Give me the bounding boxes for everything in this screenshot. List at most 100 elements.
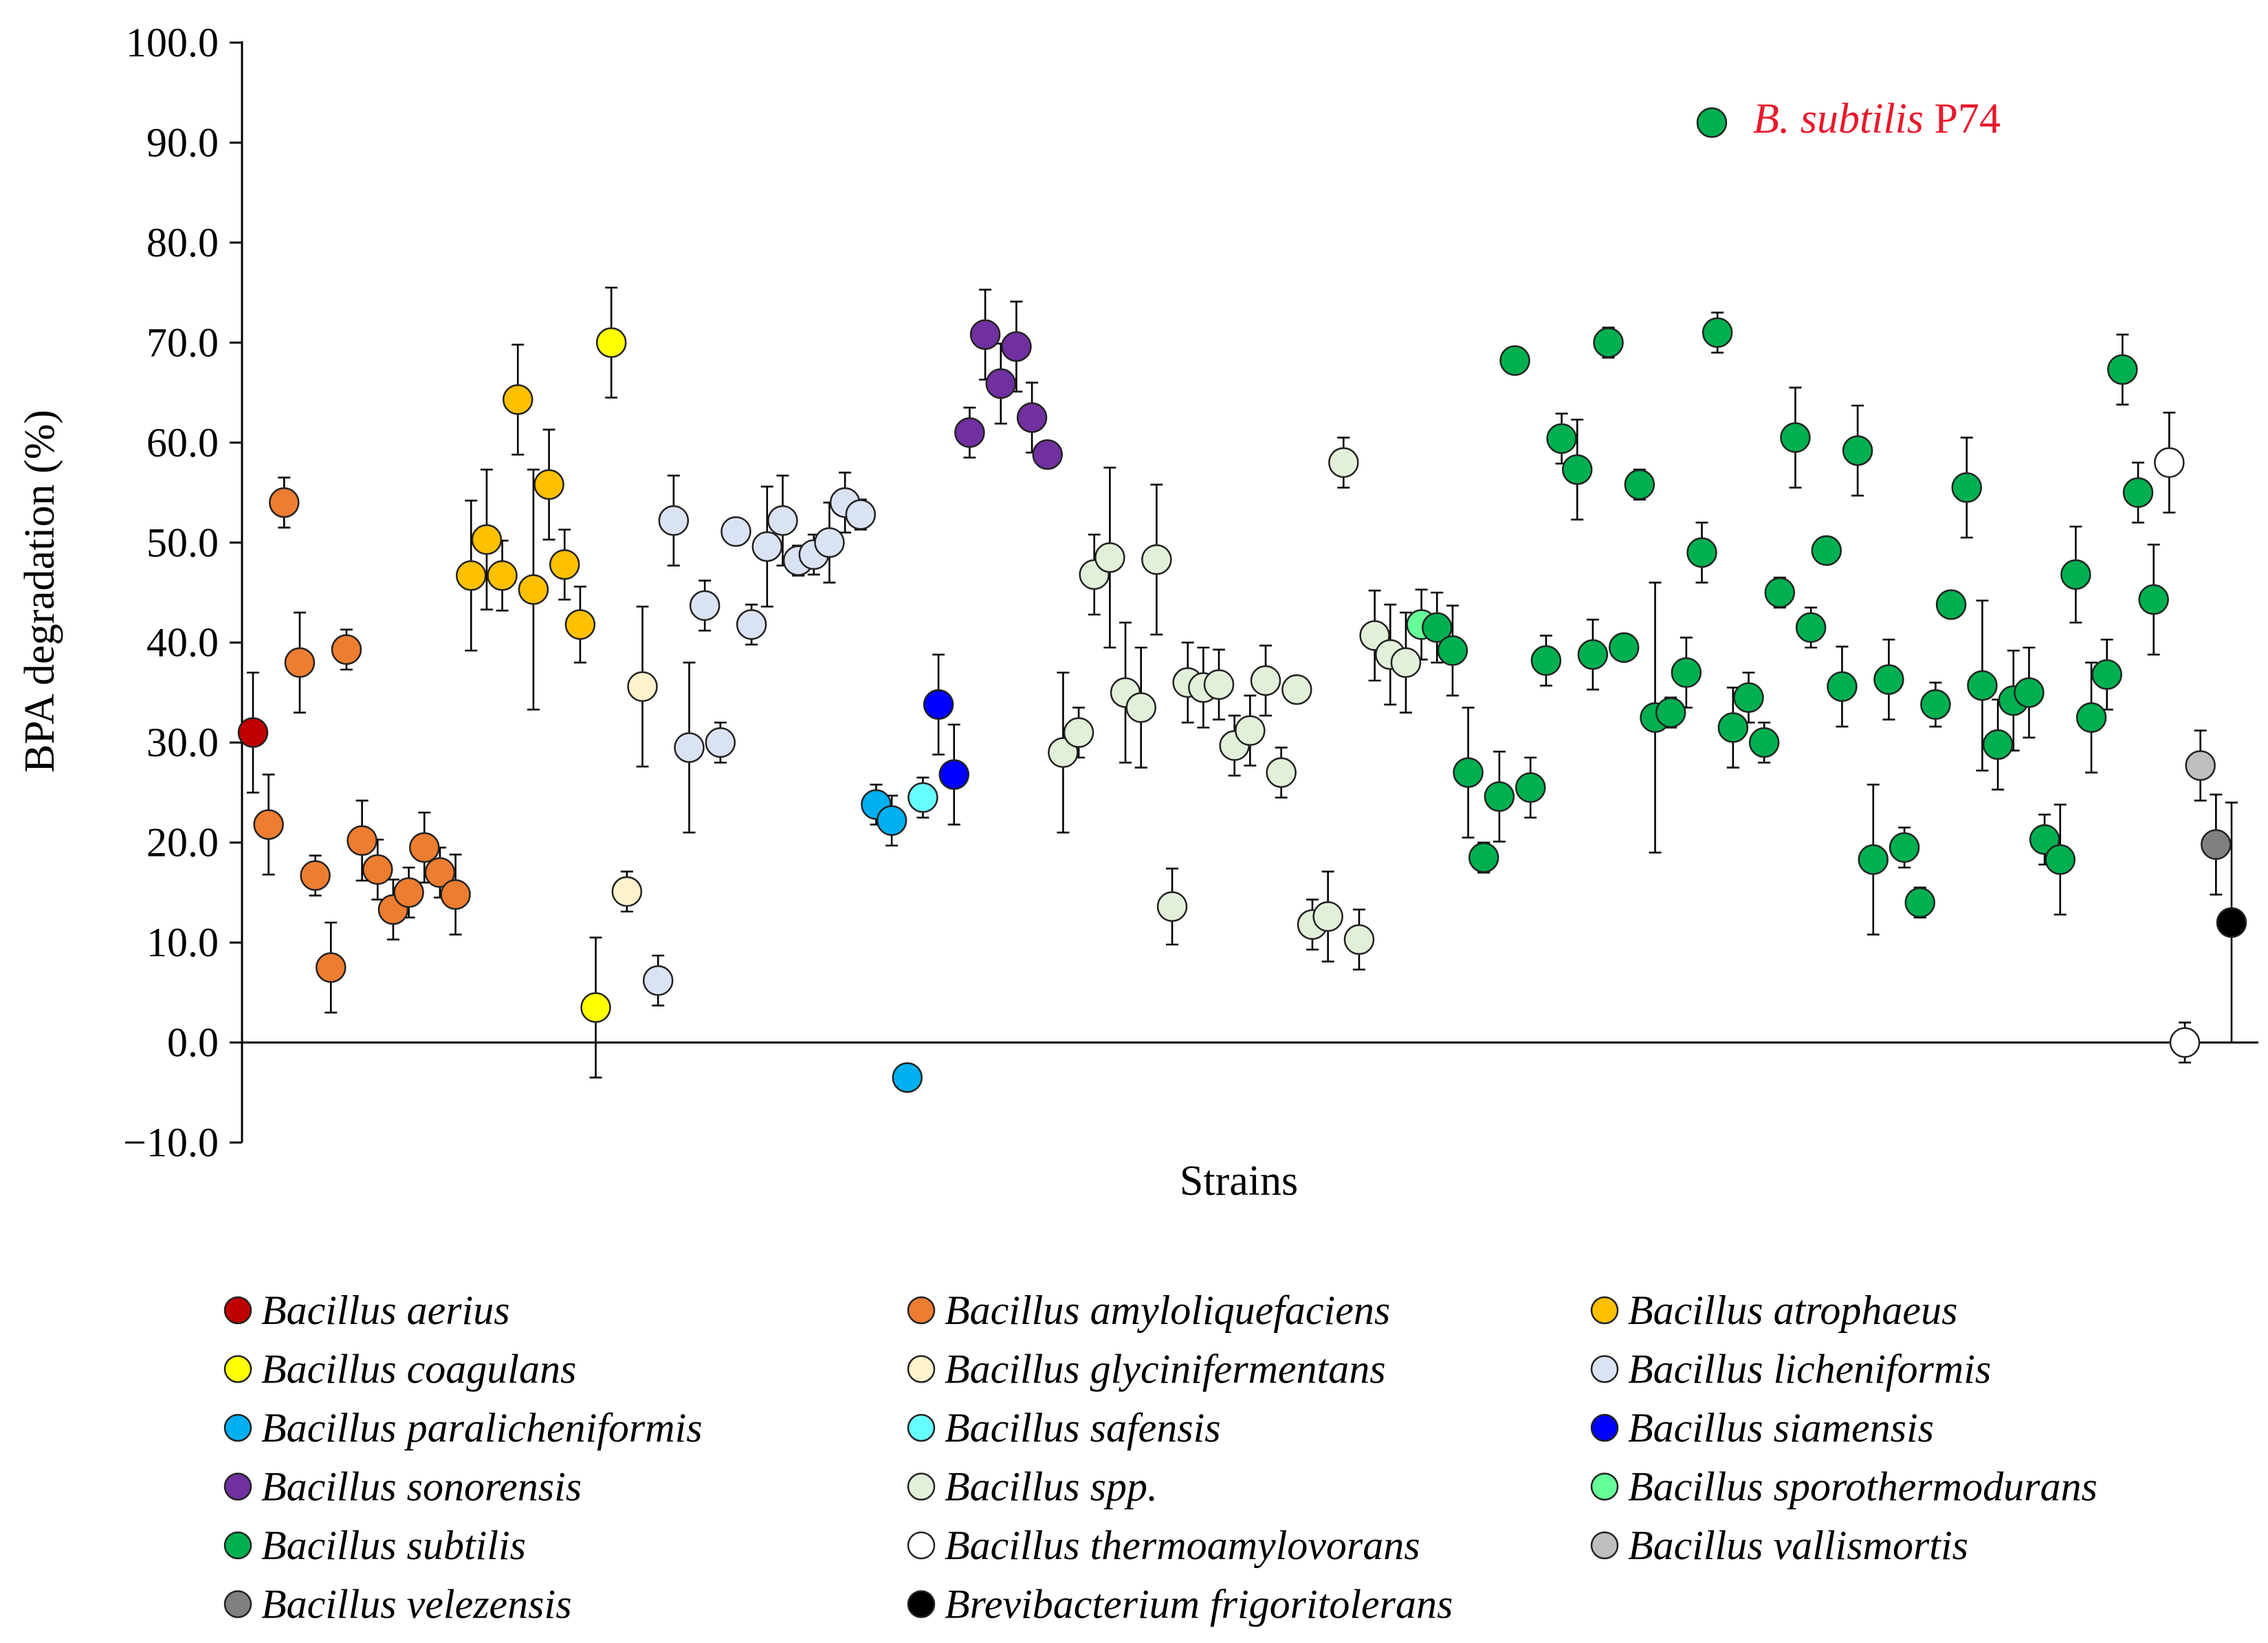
data-point [642, 965, 674, 996]
data-point [1967, 670, 1998, 701]
error-bars [247, 287, 2238, 1079]
data-point [751, 531, 783, 562]
legend-item: Bacillus sporothermodurans [1590, 1464, 2098, 1510]
data-point [1671, 657, 1702, 688]
legend-label: Bacillus vallismortis [1628, 1523, 1968, 1568]
data-point [985, 368, 1016, 399]
legend-item: Bacillus sonorensis [223, 1464, 582, 1510]
legend-swatch [1590, 1355, 1619, 1383]
data-point [487, 560, 518, 591]
data-point [1764, 577, 1796, 608]
data-point [705, 727, 736, 758]
data-point [627, 671, 658, 702]
legend-item: Bacillus atrophaeus [1590, 1288, 1957, 1333]
data-point [1250, 665, 1281, 696]
legend-swatch [1590, 1296, 1619, 1325]
data-point [1203, 669, 1235, 701]
data-point [237, 717, 269, 748]
data-point [316, 952, 346, 983]
data-point [1982, 729, 2014, 760]
data-point [1312, 901, 1343, 932]
legend-item: Bacillus siamensis [1590, 1405, 1934, 1451]
data-point [2060, 559, 2091, 591]
y-tick-label: 60.0 [146, 420, 219, 465]
data-point [674, 732, 705, 763]
data-point [689, 590, 720, 621]
legend-label: Bacillus coagulans [261, 1347, 576, 1392]
y-tick-label: 30.0 [146, 720, 219, 765]
data-point [580, 992, 611, 1023]
legend-label: Brevibacterium frigoritolerans [945, 1582, 1453, 1627]
data-point [2122, 477, 2154, 508]
legend-item: Brevibacterium frigoritolerans [907, 1582, 1453, 1627]
data-point [1951, 472, 1983, 503]
data-point [284, 647, 316, 679]
legend-item: Bacillus velezensis [223, 1582, 572, 1627]
data-point [1733, 682, 1764, 713]
data-point [1811, 535, 1842, 566]
data-points [237, 317, 2247, 1093]
data-point [876, 805, 907, 836]
data-point [564, 609, 596, 640]
data-point [1125, 692, 1156, 723]
data-point [269, 487, 300, 518]
data-point [1016, 402, 1048, 433]
legend-item: Bacillus subtilis [223, 1523, 526, 1568]
legend-swatch [1590, 1531, 1619, 1560]
legend-label: Bacillus thermoamylovorans [945, 1523, 1420, 1568]
data-point [1001, 331, 1032, 362]
legend-item: Bacillus paralicheniformis [223, 1405, 703, 1451]
data-point [814, 527, 845, 558]
legend-swatch [907, 1296, 936, 1325]
data-point [2045, 844, 2076, 875]
legend-label: Bacillus amyloliquefaciens [945, 1288, 1390, 1333]
data-point [1858, 844, 1889, 875]
y-tick-label: 70.0 [146, 320, 219, 365]
data-point [2091, 659, 2122, 690]
annotation-p74: B. subtilis P74 [1696, 96, 2001, 142]
data-point [1655, 697, 1686, 728]
legend-swatch [907, 1413, 936, 1442]
data-point [1094, 542, 1125, 573]
data-point [1889, 832, 1920, 863]
annotation-rest: P74 [1924, 96, 2001, 142]
data-point [1328, 447, 1359, 478]
data-point [533, 469, 564, 500]
y-tick-label: 50.0 [146, 520, 219, 565]
legend-swatch [907, 1531, 936, 1560]
legend-label: Bacillus subtilis [261, 1523, 526, 1568]
data-point [767, 505, 798, 536]
data-point [1468, 842, 1499, 873]
data-point [907, 782, 938, 813]
legend-item: Bacillus spp. [907, 1464, 1158, 1510]
y-tick-label: 80.0 [146, 220, 219, 265]
legend-label: Bacillus sonorensis [261, 1464, 582, 1510]
data-point [2014, 677, 2045, 708]
data-point [2076, 702, 2107, 734]
data-point [1453, 757, 1484, 789]
x-axis-title: Strains [1180, 1158, 1298, 1204]
data-point [393, 877, 424, 908]
legend-swatch [223, 1473, 252, 1501]
legend-item: Bacillus vallismortis [1590, 1523, 1968, 1568]
data-point [1235, 715, 1266, 746]
data-point [595, 327, 627, 358]
data-point [1032, 439, 1063, 470]
legend-swatch [1590, 1413, 1619, 1442]
y-tick-label: 40.0 [146, 620, 219, 665]
data-point [1624, 469, 1655, 500]
data-point [892, 1062, 923, 1093]
legend: Bacillus aerius Bacillus amyloliquefacien… [223, 1288, 2098, 1627]
data-point [1608, 632, 1640, 663]
legend-label: Bacillus paralicheniformis [261, 1405, 703, 1451]
legend-label: Bacillus sporothermodurans [1628, 1464, 2098, 1510]
legend-swatch [1590, 1473, 1619, 1501]
legend-swatch [223, 1355, 252, 1383]
data-point [1343, 924, 1375, 955]
data-point [2216, 907, 2247, 938]
data-point [611, 876, 643, 907]
legend-label: Bacillus safensis [945, 1405, 1221, 1451]
data-point [1920, 689, 1951, 720]
legend-item: Bacillus coagulans [223, 1347, 576, 1392]
data-point [720, 516, 751, 547]
